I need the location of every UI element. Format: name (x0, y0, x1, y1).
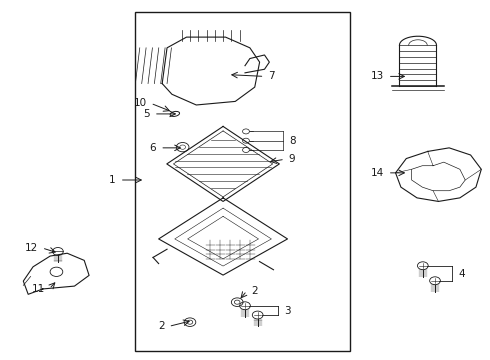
Text: 14: 14 (370, 168, 384, 178)
Text: 3: 3 (284, 306, 291, 316)
Text: 7: 7 (269, 71, 275, 81)
Text: 6: 6 (150, 143, 156, 153)
Text: 5: 5 (144, 109, 150, 119)
Text: 10: 10 (133, 98, 147, 108)
Text: 4: 4 (459, 269, 465, 279)
Text: 8: 8 (289, 136, 295, 146)
Text: 1: 1 (109, 175, 116, 185)
Text: 12: 12 (24, 243, 38, 253)
Text: 9: 9 (289, 154, 295, 164)
Text: 2: 2 (251, 286, 257, 296)
Text: 11: 11 (32, 284, 45, 294)
Bar (135, 12, 350, 351)
Text: 13: 13 (370, 71, 384, 81)
Text: 2: 2 (158, 321, 165, 332)
